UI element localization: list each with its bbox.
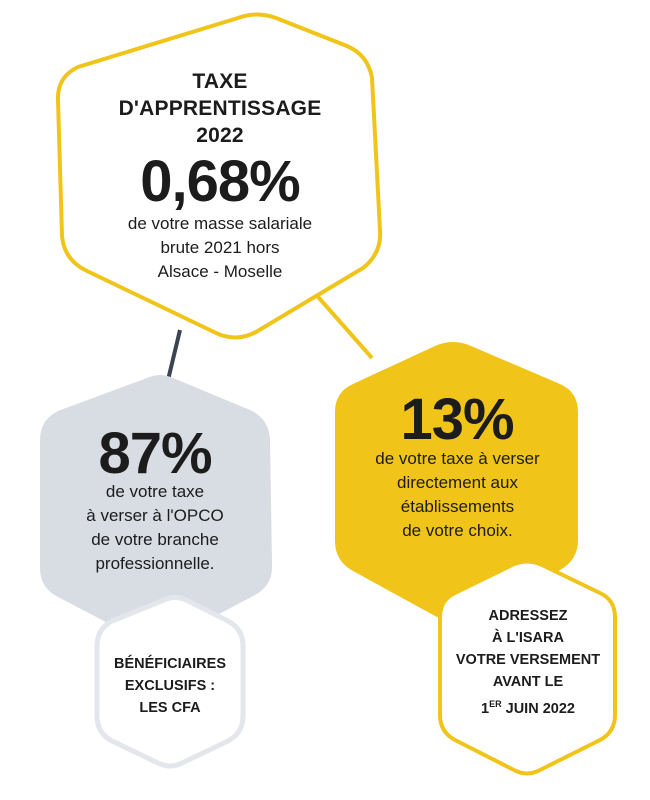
right-small-hexagon — [438, 559, 617, 776]
main-desc-line-2: brute 2021 hors — [160, 238, 280, 257]
right-desc-line-2: directement aux — [397, 473, 518, 492]
right-desc-line-1: de votre taxe à verser — [375, 449, 540, 468]
right-percent: 13% — [400, 387, 514, 452]
right-small-line-1: ADRESSEZ — [488, 608, 568, 624]
left-small-line-3: LES CFA — [139, 700, 201, 716]
left-desc-line-2: à verser à l'OPCO — [86, 506, 224, 525]
left-small-line-1: BÉNÉFICIAIRES — [114, 656, 226, 672]
main-description: de votre masse salariale brute 2021 hors… — [90, 212, 350, 284]
left-percent: 87% — [98, 421, 212, 486]
left-small-text: BÉNÉFICIAIRES EXCLUSIFS : LES CFA — [100, 653, 240, 719]
left-hexagon — [40, 375, 273, 645]
right-small-line-4: AVANT LE — [492, 674, 564, 690]
right-small-line-2: À L'ISARA — [492, 630, 564, 646]
right-description: de votre taxe à verser directement aux é… — [345, 447, 570, 543]
main-title-line-1: TAXE — [192, 70, 248, 93]
right-hexagon — [335, 342, 578, 622]
main-desc-line-1: de votre masse salariale — [127, 214, 313, 233]
connector-main-to-left — [166, 329, 182, 381]
main-title: TAXE D'APPRENTISSAGE 2022 — [100, 68, 340, 149]
right-desc-line-3: établissements — [400, 497, 515, 516]
right-small-date-line: 1ER JUIN 2022 — [447, 693, 609, 720]
main-hexagon — [55, 12, 383, 340]
right-desc-line-4: de votre choix. — [402, 521, 513, 540]
left-desc-line-3: de votre branche — [91, 530, 219, 549]
right-small-line-3: VOTRE VERSEMENT — [455, 652, 601, 668]
main-title-line-2: D'APPRENTISSAGE — [118, 97, 322, 120]
left-desc-line-1: de votre taxe — [105, 482, 205, 501]
left-description: de votre taxe à verser à l'OPCO de votre… — [50, 480, 260, 576]
main-desc-line-3: Alsace - Moselle — [157, 262, 283, 281]
date-rest: JUIN 2022 — [501, 700, 575, 717]
left-desc-line-4: professionnelle. — [95, 554, 215, 573]
left-small-hexagon — [94, 595, 246, 769]
main-title-line-3: 2022 — [196, 124, 244, 147]
main-percent: 0,68% — [140, 149, 300, 214]
left-small-line-2: EXCLUSIFS : — [124, 678, 216, 694]
date-number: 1 — [481, 700, 490, 717]
right-small-text: ADRESSEZ À L'ISARA VOTRE VERSEMENT AVANT… — [447, 605, 609, 720]
connector-main-to-right — [310, 288, 374, 360]
date-superscript: ER — [489, 699, 502, 709]
